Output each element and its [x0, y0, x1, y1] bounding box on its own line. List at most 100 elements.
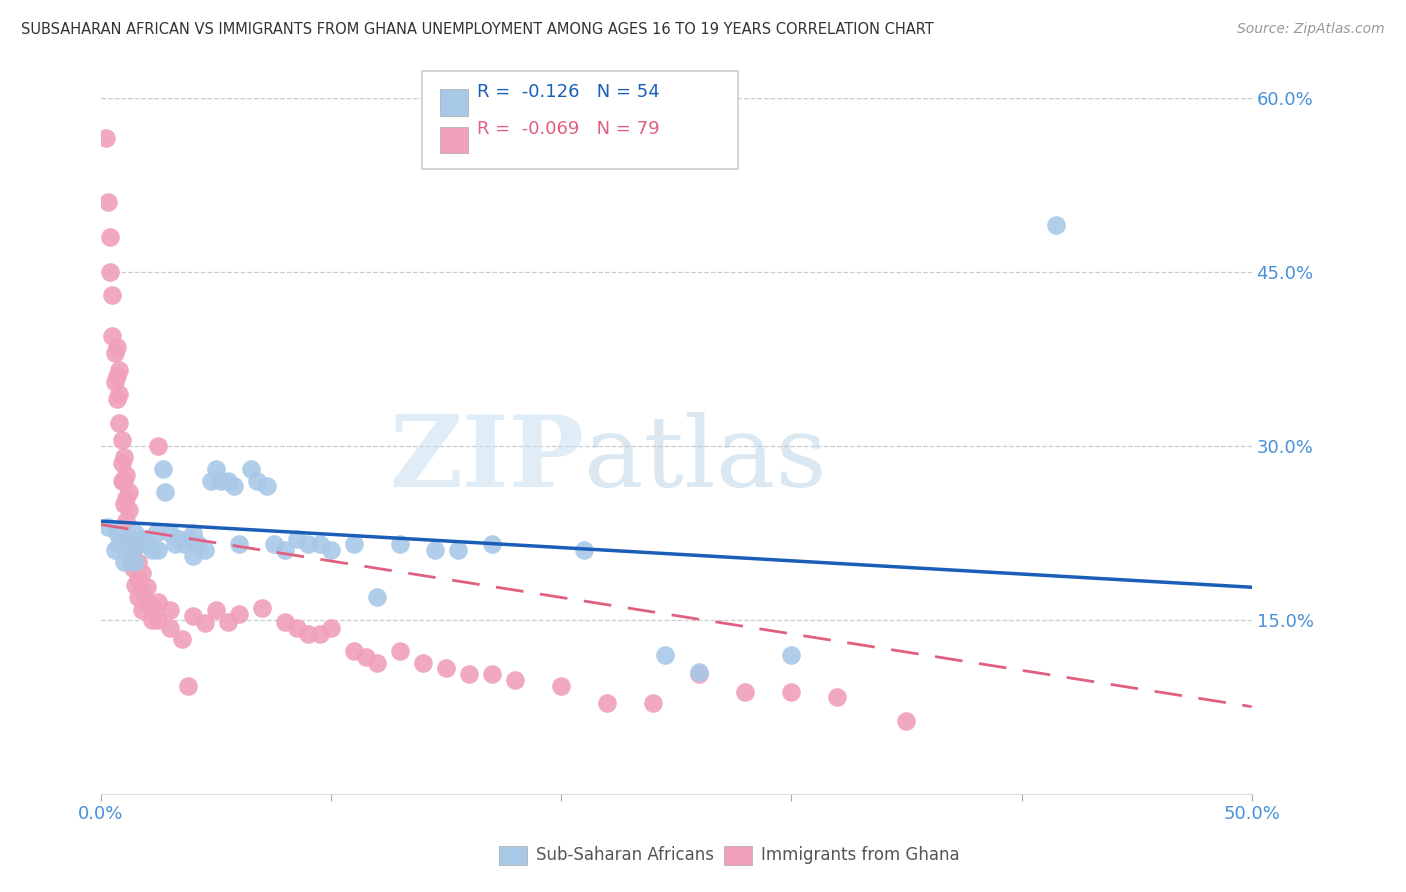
Point	[193, 616, 215, 631]
Point	[112, 474, 135, 488]
Text: Sub-Saharan Africans: Sub-Saharan Africans	[536, 847, 714, 864]
Point	[224, 479, 246, 493]
Point	[105, 392, 128, 407]
Point	[104, 346, 127, 360]
Point	[141, 543, 163, 558]
Point	[117, 502, 139, 516]
Text: Source: ZipAtlas.com: Source: ZipAtlas.com	[1237, 22, 1385, 37]
Point	[167, 532, 190, 546]
Point	[366, 590, 388, 604]
Point	[209, 474, 232, 488]
Point	[274, 615, 297, 629]
Point	[780, 684, 803, 698]
Text: atlas: atlas	[585, 412, 827, 508]
Point	[643, 696, 665, 710]
Point	[181, 609, 204, 624]
Point	[127, 537, 149, 551]
Point	[163, 537, 186, 551]
Point	[308, 626, 330, 640]
Point	[111, 433, 134, 447]
Point	[127, 572, 149, 586]
Point	[131, 603, 153, 617]
Point	[159, 525, 181, 540]
Point	[181, 525, 204, 540]
Point	[105, 525, 128, 540]
Point	[120, 555, 142, 569]
Text: Immigrants from Ghana: Immigrants from Ghana	[761, 847, 959, 864]
Point	[159, 621, 181, 635]
Text: SUBSAHARAN AFRICAN VS IMMIGRANTS FROM GHANA UNEMPLOYMENT AMONG AGES 16 TO 19 YEA: SUBSAHARAN AFRICAN VS IMMIGRANTS FROM GH…	[21, 22, 934, 37]
Point	[98, 265, 121, 279]
Point	[141, 613, 163, 627]
Point	[481, 667, 503, 681]
Point	[117, 485, 139, 500]
Point	[896, 714, 918, 728]
Point	[105, 369, 128, 384]
Point	[173, 537, 195, 551]
Point	[389, 537, 412, 551]
Point	[177, 532, 200, 546]
Point	[503, 673, 526, 687]
Point	[148, 613, 170, 627]
Point	[101, 328, 124, 343]
Point	[104, 543, 127, 558]
Point	[136, 537, 159, 551]
Point	[217, 474, 239, 488]
Point	[228, 607, 250, 621]
Point	[319, 621, 342, 635]
Point	[297, 626, 319, 640]
Point	[423, 543, 446, 558]
Point	[108, 363, 131, 377]
Point	[596, 696, 619, 710]
Point	[177, 679, 200, 693]
Point	[389, 644, 412, 658]
Point	[97, 195, 120, 210]
Point	[145, 525, 167, 540]
Point	[117, 532, 139, 546]
Point	[285, 532, 308, 546]
Point	[98, 230, 121, 244]
Point	[200, 474, 222, 488]
Point	[481, 537, 503, 551]
Point	[155, 485, 177, 500]
Point	[246, 474, 269, 488]
Point	[205, 603, 228, 617]
Point	[115, 491, 138, 505]
Point	[122, 560, 145, 574]
Point	[94, 131, 117, 145]
Point	[148, 595, 170, 609]
Point	[217, 615, 239, 629]
Text: R =  -0.126   N = 54: R = -0.126 N = 54	[477, 83, 659, 101]
Point	[124, 578, 146, 592]
Point	[105, 340, 128, 354]
Point	[285, 621, 308, 635]
Point	[120, 537, 142, 551]
Point	[141, 599, 163, 613]
Point	[131, 583, 153, 598]
Point	[205, 462, 228, 476]
Point	[308, 537, 330, 551]
Point	[366, 656, 388, 670]
Point	[780, 648, 803, 662]
Point	[152, 462, 174, 476]
Point	[458, 667, 481, 681]
Point	[228, 537, 250, 551]
Text: ZIP: ZIP	[389, 411, 585, 508]
Point	[108, 386, 131, 401]
Point	[256, 479, 278, 493]
Point	[319, 543, 342, 558]
Point	[297, 537, 319, 551]
Point	[124, 537, 146, 551]
Point	[115, 532, 138, 546]
Point	[127, 555, 149, 569]
Point	[343, 537, 366, 551]
Point	[115, 514, 138, 528]
Point	[159, 603, 181, 617]
Point	[148, 543, 170, 558]
Point	[112, 497, 135, 511]
Point	[734, 684, 756, 698]
Point	[124, 555, 146, 569]
Point	[136, 580, 159, 594]
Point	[131, 566, 153, 581]
Point	[412, 656, 434, 670]
